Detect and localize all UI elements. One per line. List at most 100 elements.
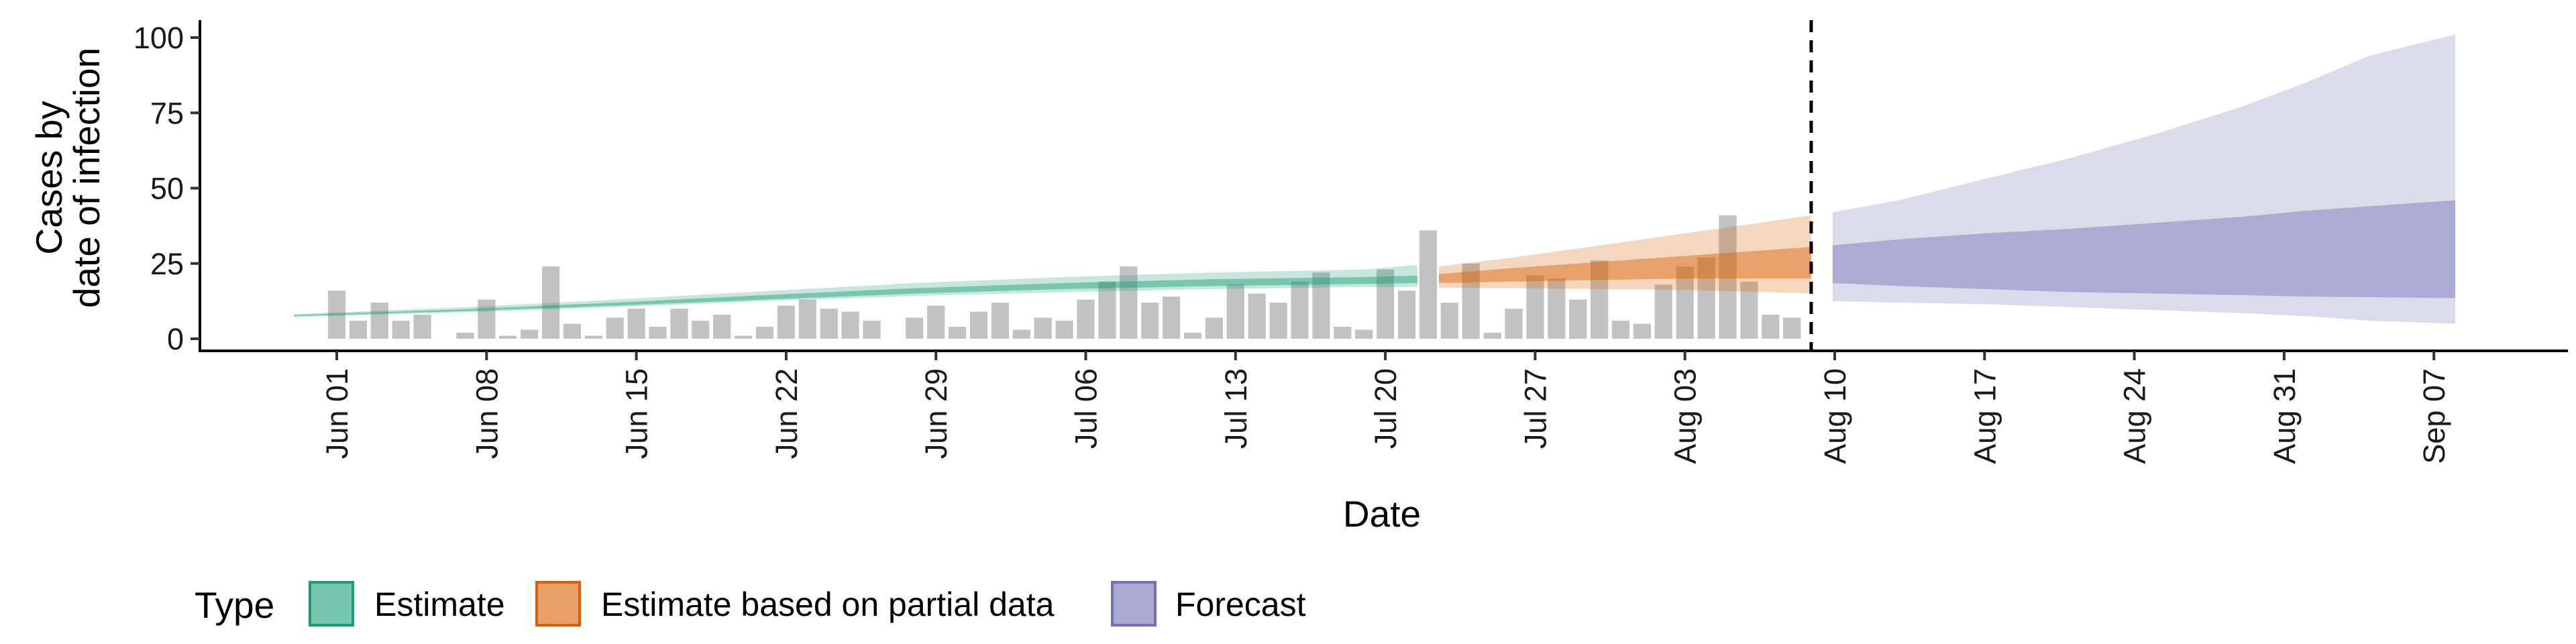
- ribbon-outer-forecast: [1832, 34, 2456, 324]
- x-tick-label-aug-03: Aug 03: [1668, 368, 1703, 464]
- case-bar-day-29: [927, 305, 945, 339]
- estimate-ribbons: [294, 20, 2456, 351]
- case-bar-day-26: [863, 321, 881, 339]
- case-bar-day-31: [969, 311, 988, 339]
- case-bar-day-59: [1569, 299, 1587, 339]
- case-bar-day-4: [392, 321, 410, 339]
- case-bar-day-1: [327, 290, 346, 339]
- ribbon-outer-estimate-based-on-partial-data: [1438, 215, 1811, 294]
- case-bar-day-44: [1248, 293, 1266, 339]
- case-bar-day-14: [606, 317, 624, 339]
- legend-label-forecast: Forecast: [1175, 586, 1306, 623]
- x-tick-label-jun-08: Jun 08: [470, 368, 504, 459]
- legend-label-estimate: Estimate: [374, 586, 505, 623]
- y-tick-label-75: 75: [150, 96, 184, 130]
- case-bar-day-18: [692, 321, 710, 339]
- case-bar-day-58: [1548, 278, 1566, 339]
- case-bar-day-10: [521, 329, 539, 339]
- case-bar-day-36: [1077, 299, 1095, 339]
- case-bar-day-17: [670, 309, 688, 339]
- x-tick-label-jul-13: Jul 13: [1219, 368, 1253, 449]
- case-bar-day-57: [1526, 275, 1544, 339]
- axis-labels: 0 25 50 75 100 Jun 01 Jun 08 Jun 15 Jun 22 Jun 29…: [133, 21, 2451, 464]
- x-tick-label-sep-07: Sep 07: [2417, 368, 2451, 464]
- case-bar-day-15: [627, 309, 645, 339]
- axes: [191, 20, 2568, 360]
- case-bar-day-46: [1291, 281, 1309, 339]
- x-tick-label-aug-31: Aug 31: [2267, 368, 2302, 464]
- ribbon-outer-estimate: [294, 265, 1417, 317]
- case-bar-day-3: [370, 303, 388, 339]
- case-bar-day-35: [1055, 321, 1073, 339]
- y-tick-label-50: 50: [150, 172, 184, 206]
- case-bar-day-37: [1098, 281, 1116, 339]
- case-bar-day-62: [1633, 323, 1651, 339]
- x-tick-label-jul-27: Jul 27: [1518, 368, 1552, 449]
- x-tick-label-aug-24: Aug 24: [2118, 368, 2152, 464]
- case-bar-day-45: [1269, 303, 1287, 339]
- case-bar-day-30: [949, 327, 967, 339]
- case-bar-day-21: [755, 327, 774, 339]
- x-tick-label-aug-10: Aug 10: [1818, 368, 1852, 464]
- y-tick-label-100: 100: [133, 21, 184, 55]
- legend-label-partial: Estimate based on partial data: [601, 586, 1055, 623]
- case-bar-day-20: [735, 335, 753, 339]
- case-bar-day-38: [1120, 266, 1138, 339]
- case-bar-day-69: [1783, 317, 1801, 339]
- x-tick-label-jul-20: Jul 20: [1368, 368, 1403, 449]
- case-bar-day-67: [1740, 281, 1758, 339]
- case-bar-day-11: [541, 266, 560, 339]
- case-bar-day-50: [1377, 269, 1395, 339]
- x-tick-label-aug-17: Aug 17: [1968, 368, 2002, 464]
- case-bar-day-55: [1483, 333, 1501, 339]
- case-bar-day-2: [349, 321, 367, 339]
- case-bar-day-5: [413, 315, 431, 339]
- reported-cases-bars: [327, 215, 1801, 339]
- x-tick-label-jul-06: Jul 06: [1069, 368, 1104, 449]
- case-bar-day-41: [1183, 333, 1202, 339]
- case-bar-day-54: [1462, 263, 1480, 339]
- x-tick-label-jun-01: Jun 01: [320, 368, 354, 459]
- case-bar-day-56: [1505, 309, 1523, 339]
- case-bar-day-43: [1226, 284, 1244, 339]
- x-tick-label-jun-15: Jun 15: [620, 368, 654, 459]
- case-bar-day-51: [1397, 290, 1416, 339]
- case-bar-day-24: [820, 309, 838, 339]
- x-tick-label-jun-29: Jun 29: [919, 368, 953, 459]
- ribbon-inner-estimate-based-on-partial-data: [1438, 247, 1811, 283]
- case-bar-day-33: [1012, 329, 1030, 339]
- x-axis-title: Date: [1343, 493, 1421, 535]
- legend-title: Type: [195, 584, 274, 626]
- case-bar-day-25: [841, 311, 859, 339]
- case-bar-day-64: [1676, 266, 1694, 339]
- case-bar-day-61: [1611, 321, 1630, 339]
- case-bar-day-32: [991, 303, 1009, 339]
- case-bar-day-7: [456, 333, 474, 339]
- case-bar-day-63: [1654, 284, 1672, 339]
- y-tick-label-25: 25: [150, 247, 184, 281]
- case-bar-day-49: [1355, 329, 1373, 339]
- case-bar-day-40: [1163, 297, 1181, 339]
- case-bar-day-39: [1141, 303, 1159, 339]
- case-bar-day-12: [563, 323, 581, 339]
- ribbon-inner-estimate: [294, 275, 1417, 317]
- x-tick-label-jun-22: Jun 22: [769, 368, 804, 459]
- ribbon-inner-forecast: [1832, 200, 2456, 299]
- legend-key-forecast: [1111, 581, 1157, 627]
- legend-key-partial: [535, 581, 581, 627]
- y-axis-title-line-1: Cases by: [28, 101, 70, 255]
- case-bar-day-9: [499, 335, 517, 339]
- case-bar-day-66: [1719, 215, 1737, 339]
- case-bar-day-48: [1334, 327, 1352, 339]
- case-bar-day-47: [1312, 272, 1330, 339]
- case-bar-day-68: [1762, 315, 1780, 339]
- case-bar-day-53: [1440, 303, 1458, 339]
- case-bar-day-52: [1419, 230, 1437, 339]
- case-bar-day-23: [798, 299, 816, 339]
- case-bar-day-13: [584, 335, 602, 339]
- legend: Type Estimate Estimate based on partial …: [195, 581, 1306, 627]
- legend-key-estimate: [309, 581, 354, 627]
- case-bar-day-8: [478, 299, 496, 339]
- case-bar-day-22: [777, 305, 795, 339]
